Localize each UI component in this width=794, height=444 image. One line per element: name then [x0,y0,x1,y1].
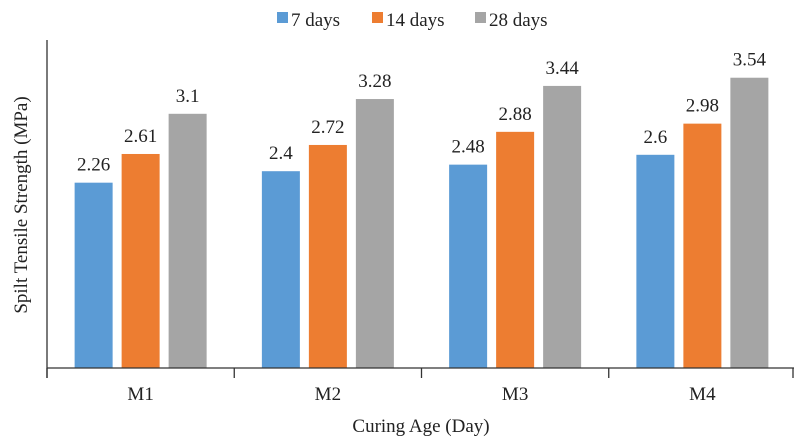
bar-m2-series-1 [308,144,347,368]
data-label: 3.28 [358,71,391,92]
x-axis-title: Curing Age (Day) [352,416,489,437]
bar-m4-series-2 [730,77,769,368]
bar-m4-series-0 [636,154,675,368]
data-label: 2.26 [77,155,110,176]
legend-swatch [277,12,288,23]
legend-label: 7 days [291,10,340,31]
bar-m1-series-0 [74,182,113,368]
legend-swatch [372,12,383,23]
axes-group: M1 M2 M3 M4 [46,40,794,405]
bar-m1-series-2 [168,113,207,368]
y-axis-title: Spilt Tensile Strength (MPa) [11,96,32,313]
bar-m4-series-1 [683,123,722,368]
bar-m3-series-2 [543,85,582,369]
legend: 7 days 14 days 28 days [277,10,548,31]
data-labels-group: 2.26 2.61 3.1 2.4 2.72 3.28 2.48 2.88 3.44 2.6 2.9… [77,50,767,176]
data-label: 2.88 [499,104,532,125]
legend-swatch [475,12,486,23]
data-label: 2.98 [686,96,719,117]
bars-group [74,77,769,369]
data-label: 3.54 [733,50,767,71]
bar-m3-series-0 [449,164,488,368]
data-label: 2.61 [124,126,157,147]
data-label: 2.6 [644,127,668,148]
legend-label: 28 days [489,10,548,31]
x-tick-label: M2 [315,384,341,405]
legend-label: 14 days [386,10,445,31]
data-label: 3.1 [176,86,200,107]
bar-m3-series-1 [496,131,535,368]
data-label: 2.48 [452,137,485,158]
bar-m2-series-0 [261,171,300,368]
bar-m2-series-2 [355,99,394,368]
data-label: 3.44 [546,58,580,79]
x-tick-label: M1 [127,384,153,405]
x-tick-label: M3 [502,384,528,405]
x-tick-label: M4 [689,384,716,405]
data-label: 2.4 [269,143,293,164]
data-label: 2.72 [311,117,344,138]
bar-m1-series-1 [121,153,160,368]
